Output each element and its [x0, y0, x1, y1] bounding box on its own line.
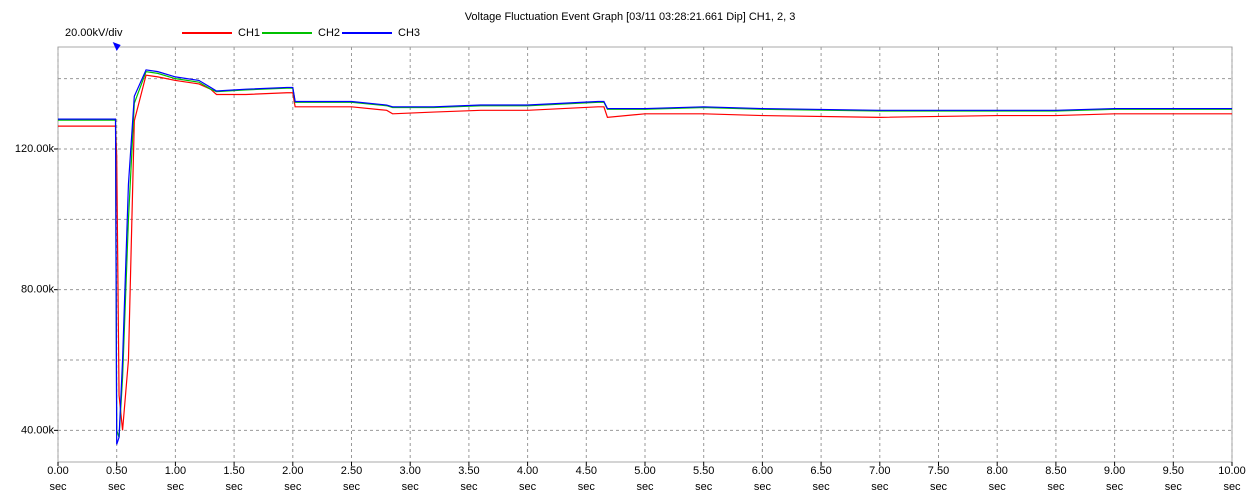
- x-unit-label: sec: [49, 481, 67, 493]
- y-tick-label: 120.00k: [15, 143, 55, 155]
- x-tick-label: 3.50: [458, 465, 479, 477]
- legend-label: CH2: [318, 27, 340, 39]
- x-tick-label: 2.00: [282, 465, 303, 477]
- x-tick-label: 10.00: [1218, 465, 1246, 477]
- x-tick-label: 5.50: [693, 465, 714, 477]
- x-unit-label: sec: [226, 481, 244, 493]
- x-unit-label: sec: [402, 481, 420, 493]
- x-unit-label: sec: [754, 481, 772, 493]
- y-tick-label: 80.00k: [21, 284, 55, 296]
- x-unit-label: sec: [871, 481, 889, 493]
- x-tick-label: 3.00: [399, 465, 420, 477]
- x-tick-label: 7.50: [928, 465, 949, 477]
- legend-label: CH3: [398, 27, 420, 39]
- x-tick-label: 9.00: [1104, 465, 1125, 477]
- x-tick-label: 2.50: [341, 465, 362, 477]
- trigger-marker: [112, 42, 121, 51]
- scale-label: 20.00kV/div: [65, 27, 123, 39]
- x-unit-label: sec: [460, 481, 478, 493]
- chart-title: Voltage Fluctuation Event Graph [03/11 0…: [465, 11, 796, 23]
- x-tick-label: 0.00: [47, 465, 68, 477]
- x-unit-label: sec: [1047, 481, 1065, 493]
- series-line: [58, 69, 1232, 445]
- x-tick-label: 9.50: [1163, 465, 1184, 477]
- legend-label: CH1: [238, 27, 260, 39]
- x-tick-label: 7.00: [869, 465, 890, 477]
- x-tick-label: 5.00: [634, 465, 655, 477]
- x-unit-label: sec: [167, 481, 185, 493]
- series-line: [58, 74, 1232, 431]
- x-tick-label: 4.00: [517, 465, 538, 477]
- x-unit-label: sec: [519, 481, 537, 493]
- x-unit-label: sec: [1165, 481, 1183, 493]
- x-tick-label: 1.50: [223, 465, 244, 477]
- x-unit-label: sec: [636, 481, 654, 493]
- x-unit-label: sec: [578, 481, 596, 493]
- x-unit-label: sec: [343, 481, 361, 493]
- x-tick-label: 8.00: [986, 465, 1007, 477]
- x-unit-label: sec: [930, 481, 948, 493]
- x-tick-label: 1.00: [165, 465, 186, 477]
- x-unit-label: sec: [1106, 481, 1124, 493]
- x-unit-label: sec: [989, 481, 1007, 493]
- x-unit-label: sec: [108, 481, 126, 493]
- x-unit-label: sec: [695, 481, 713, 493]
- series-line: [58, 70, 1232, 438]
- x-tick-label: 6.00: [752, 465, 773, 477]
- x-unit-label: sec: [813, 481, 831, 493]
- x-tick-label: 0.50: [106, 465, 127, 477]
- x-tick-label: 4.50: [576, 465, 597, 477]
- x-tick-label: 6.50: [810, 465, 831, 477]
- x-unit-label: sec: [1223, 481, 1241, 493]
- x-unit-label: sec: [284, 481, 302, 493]
- y-tick-label: 40.00k: [21, 424, 55, 436]
- x-tick-label: 8.50: [1045, 465, 1066, 477]
